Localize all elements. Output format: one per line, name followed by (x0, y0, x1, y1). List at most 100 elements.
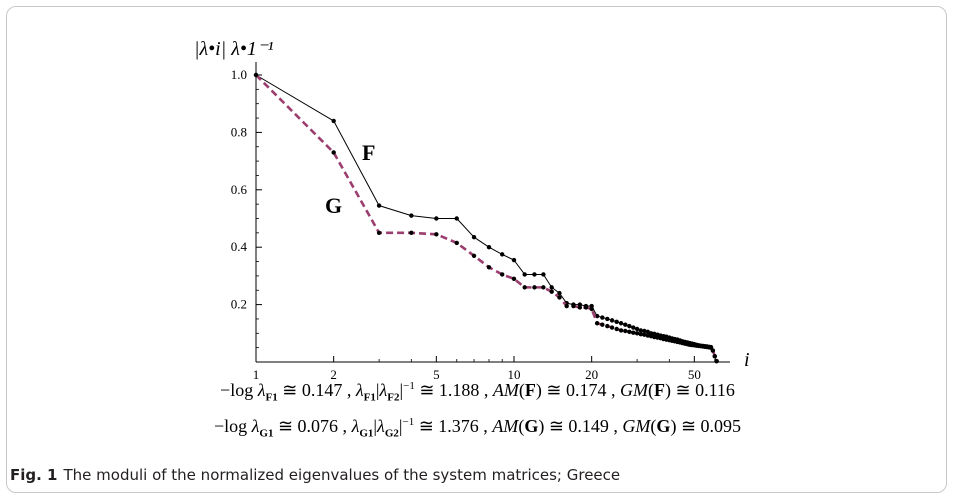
data-point-f (600, 315, 604, 319)
data-point-g (589, 307, 593, 311)
g-am-value: ≅ 0.149 , (544, 416, 622, 436)
data-point-g (557, 295, 561, 299)
g-am-fn: AM (492, 416, 518, 436)
data-point-g (711, 348, 715, 352)
formula-line-g: −log λG1 ≅ 0.076 , λG1|λG2|−1 ≅ 1.376 , … (0, 416, 955, 440)
data-point-g (600, 322, 604, 326)
chart-series (254, 73, 719, 364)
f-lambda-1: λ (258, 380, 266, 400)
x-tick-label: 10 (508, 367, 521, 380)
g-gm-value: ≅ 0.095 (676, 416, 741, 436)
g-sub-3: G2 (385, 428, 399, 440)
data-point-g (714, 359, 718, 363)
data-point-g (550, 289, 554, 293)
y-axis-label: |λ•i| λ•1⁻¹ (194, 38, 273, 60)
g-lambda-3: λ (377, 416, 385, 436)
data-point-f (434, 216, 438, 220)
g-sub-2: G1 (359, 428, 373, 440)
data-point-g (619, 328, 623, 332)
f-gm-arg: F (654, 380, 665, 400)
data-point-g (472, 254, 476, 258)
data-point-f (522, 272, 526, 276)
g-sub-1: G1 (259, 428, 273, 440)
f-ratio-value: ≅ 1.188 , (415, 380, 493, 400)
f-am-fn: AM (493, 380, 519, 400)
data-point-g (610, 325, 614, 329)
data-point-f (557, 291, 561, 295)
data-point-f (541, 272, 545, 276)
data-point-g (487, 265, 491, 269)
x-tick-label: 20 (585, 367, 598, 380)
figure-caption-label: Fig. 1 (10, 466, 57, 484)
data-point-f (409, 213, 413, 217)
data-point-g (605, 324, 609, 328)
series-label-f: F (362, 140, 375, 165)
g-sup: −1 (403, 416, 415, 428)
data-point-g (595, 321, 599, 325)
data-point-f (377, 203, 381, 207)
data-point-g (541, 285, 545, 289)
f-lambda-2: λ (356, 380, 364, 400)
f-gm-fn: GM (620, 380, 648, 400)
data-point-f (610, 318, 614, 322)
data-point-f (614, 320, 618, 324)
data-point-f (487, 245, 491, 249)
data-point-g (455, 241, 459, 245)
g-log-prefix: −log (214, 416, 252, 436)
g-gm-fn: GM (622, 416, 650, 436)
data-point-g (627, 330, 631, 334)
data-point-g (409, 231, 413, 235)
x-tick-label: 1 (253, 367, 260, 380)
data-point-f (623, 322, 627, 326)
data-point-f (532, 272, 536, 276)
data-point-g (512, 277, 516, 281)
f-sub-2: F1 (364, 392, 376, 404)
y-tick-label: 0.8 (231, 124, 247, 139)
g-ratio-value: ≅ 1.376 , (414, 416, 492, 436)
figure-caption-text: The moduli of the normalized eigenvalues… (63, 466, 620, 484)
data-point-g (377, 231, 381, 235)
data-point-g (584, 305, 588, 309)
data-point-g (635, 331, 639, 335)
y-tick-label: 0.4 (231, 239, 248, 254)
data-point-g (564, 304, 568, 308)
f-gm-value: ≅ 0.116 (671, 380, 735, 400)
data-point-g (532, 285, 536, 289)
data-point-g (434, 232, 438, 236)
g-am-arg: G (524, 416, 538, 436)
data-point-g (578, 305, 582, 309)
data-point-f (512, 258, 516, 262)
f-log-value: ≅ 0.147 , (278, 380, 356, 400)
series-line-f (256, 75, 717, 361)
data-point-f (619, 321, 623, 325)
data-point-g (571, 304, 575, 308)
data-point-g (631, 331, 635, 335)
data-point-f (331, 119, 335, 123)
data-point-f (455, 216, 459, 220)
data-point-f (550, 285, 554, 289)
x-tick-label: 2 (330, 367, 337, 380)
data-point-f (631, 325, 635, 329)
figure-caption: Fig. 1 The moduli of the normalized eigen… (10, 466, 620, 484)
x-axis-label: i (744, 349, 750, 371)
formula-line-f: −log λF1 ≅ 0.147 , λF1|λF2|−1 ≅ 1.188 , … (0, 380, 955, 404)
f-sup: −1 (403, 380, 415, 392)
data-point-g (500, 272, 504, 276)
data-point-f (500, 252, 504, 256)
y-tick-label: 0.2 (231, 297, 247, 312)
f-am-arg: F (525, 380, 536, 400)
x-tick-label: 50 (688, 367, 701, 380)
series-label-g: G (325, 193, 342, 218)
data-point-f (605, 317, 609, 321)
g-log-value: ≅ 0.076 , (273, 416, 351, 436)
data-point-f (472, 235, 476, 239)
g-gm-arg: G (656, 416, 670, 436)
y-tick-label: 0.6 (231, 182, 248, 197)
data-point-g (713, 354, 717, 358)
data-point-f (627, 324, 631, 328)
f-sub-1: F1 (266, 392, 278, 404)
f-sub-3: F2 (387, 392, 399, 404)
data-point-g (254, 73, 258, 77)
data-point-g (331, 150, 335, 154)
data-point-g (623, 329, 627, 333)
